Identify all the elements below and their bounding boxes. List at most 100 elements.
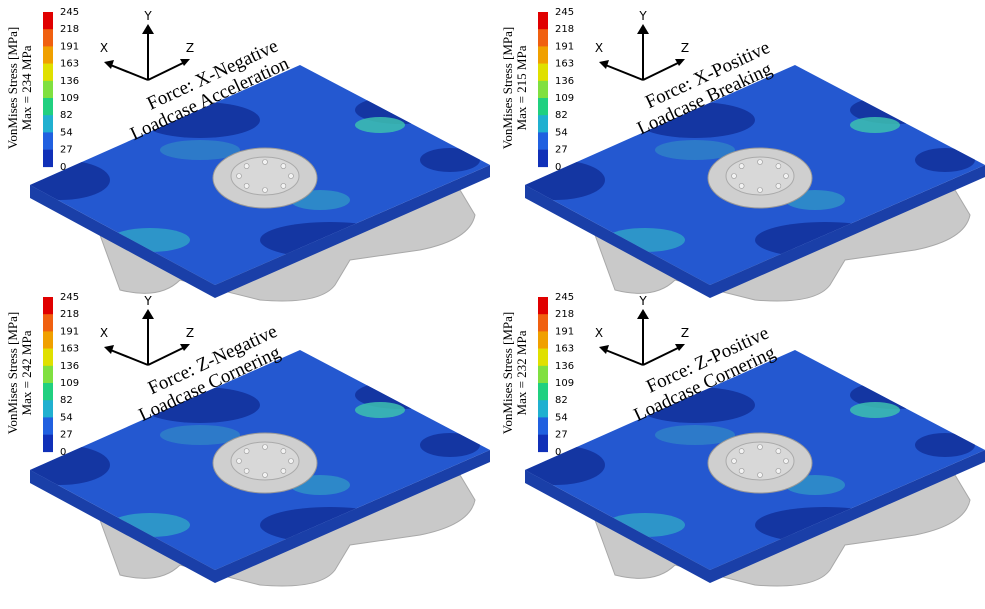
colorbar-band [43,115,53,133]
colorbar-band [538,115,548,133]
axis-label-x: X [100,326,108,340]
colorbar-tick-label: 82 [555,110,568,121]
bolt [776,164,781,169]
arrow [675,59,685,66]
colorbar-band [538,81,548,99]
colorbar-tick-label: 218 [555,309,574,320]
colorbar-tick-label: 136 [60,76,79,87]
colorbar-tick-label: 191 [60,41,79,52]
arrow [142,309,154,319]
bolt [739,468,744,473]
colorbar-band [43,98,53,116]
colorbar-tick-label: 245 [555,7,574,18]
bolt [263,188,268,193]
colorbar-band [43,64,53,82]
colorbar-tick-label: 163 [555,344,574,355]
bolt [739,183,744,188]
bolt [263,160,268,165]
bolt [776,468,781,473]
bolt [244,164,249,169]
bolt [758,188,763,193]
bolt [244,468,249,473]
arrow [637,24,649,34]
figure: 245 218 191 163 136 109 82 54 27 0 VonMises Stress… [0,0,985,609]
colorbar-band [43,331,53,349]
axis-z [148,62,185,80]
colorbar-tick-label: 54 [555,412,568,423]
colorbar-title: VonMises Stress [MPa] [5,312,20,435]
colorbar-band [538,98,548,116]
axis-label-z: Z [186,41,194,55]
bolt [244,183,249,188]
colorbar-band [43,314,53,332]
colorbar-band [538,400,548,418]
colorbar-title: VonMises Stress [MPa] [500,312,515,435]
axis-label-y: Y [143,9,152,23]
axis-x [603,349,643,365]
axis-z [148,347,185,365]
colorbar-band [43,297,53,315]
arrow [142,24,154,34]
max-stress: Max = 242 MPa [19,330,34,415]
bolt [244,449,249,454]
colorbar-band [43,417,53,435]
bolt [281,183,286,188]
bolt [237,174,242,179]
colorbar-tick-label: 245 [60,7,79,18]
colorbar-band [538,383,548,401]
axis-z [643,62,680,80]
colorbar-band [538,349,548,367]
axis-label-z: Z [681,326,689,340]
colorbar-band [43,132,53,150]
colorbar-tick-label: 109 [555,93,574,104]
colorbar-band [43,366,53,384]
axis-z [643,347,680,365]
colorbar-tick-label: 163 [60,344,79,355]
colorbar-tick-label: 245 [60,292,79,303]
colorbar-tick-label: 218 [60,309,79,320]
colorbar-tick-label: 109 [555,378,574,389]
colorbar-tick-label: 0 [555,162,561,173]
colorbar-title: VonMises Stress [MPa] [500,27,515,150]
arrow [104,345,114,354]
colorbar-band [538,150,548,168]
bolt [784,174,789,179]
bolt [739,164,744,169]
axis-label-z: Z [681,41,689,55]
bolt [776,449,781,454]
colorbar-band [538,29,548,47]
colorbar-tick-label: 191 [555,326,574,337]
colorbar-band [538,435,548,453]
colorbar-tick-label: 54 [60,412,73,423]
colorbar-tick-label: 163 [60,59,79,70]
axis-label-y: Y [638,294,647,308]
colorbar-tick-label: 0 [60,162,66,173]
arrow [675,344,685,351]
axis-label-y: Y [638,9,647,23]
colorbar-tick-label: 27 [60,145,73,156]
bolt [263,473,268,478]
bolt [263,445,268,450]
colorbar-band [538,46,548,64]
colorbar-tick-label: 27 [60,430,73,441]
arrow [104,60,114,69]
bolt [784,459,789,464]
axis-x [108,349,148,365]
axis-x [603,64,643,80]
colorbar-tick-label: 191 [60,326,79,337]
max-stress: Max = 232 MPa [514,330,529,415]
colorbar-tick-label: 27 [555,145,568,156]
axis-label-z: Z [186,326,194,340]
stress-region [915,148,975,172]
bolt [289,174,294,179]
axis-label-x: X [595,326,603,340]
colorbar-tick-label: 82 [60,395,73,406]
colorbar-tick-label: 0 [60,447,66,458]
bolt [281,449,286,454]
colorbar-tick-label: 136 [60,361,79,372]
colorbar-band [538,132,548,150]
arrow [599,345,609,354]
colorbar-band [43,46,53,64]
